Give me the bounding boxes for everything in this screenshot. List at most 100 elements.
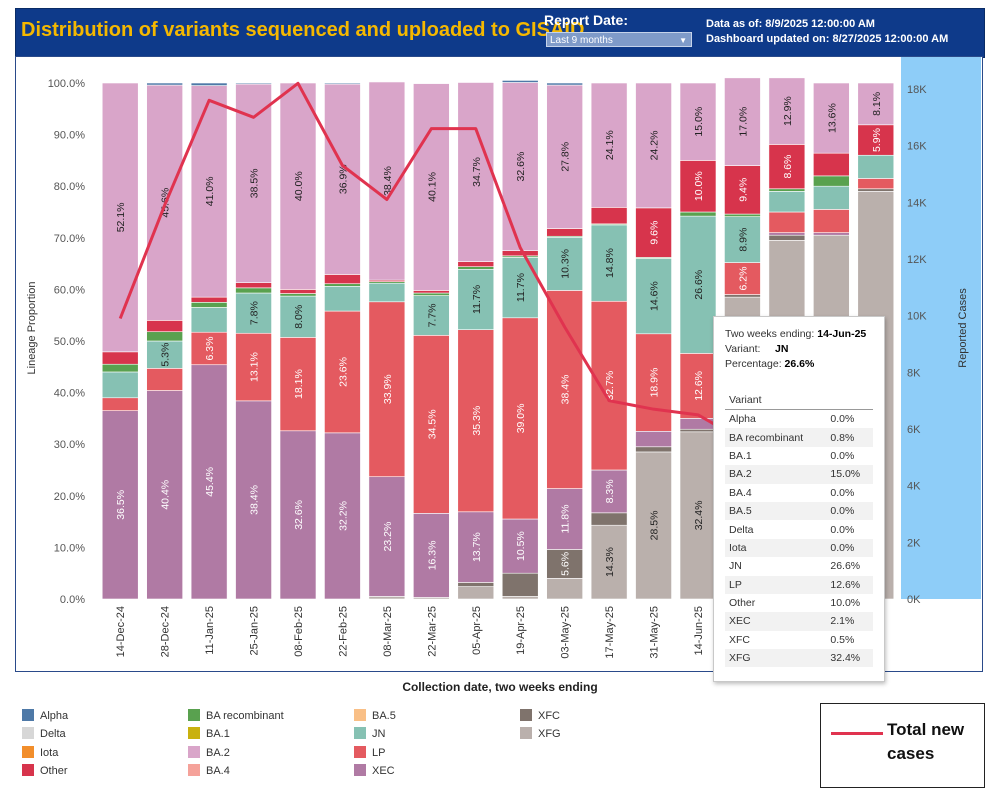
bar-segment-jn[interactable] [857,154,895,179]
bar-segment-ba-2[interactable] [679,82,717,161]
bar-segment-xfc[interactable] [679,428,717,433]
bar-segment-xfg[interactable] [546,578,583,600]
bar-segment-ba-2[interactable] [413,83,450,291]
bar-segment-other[interactable] [413,290,450,294]
bar-segment-jn[interactable] [457,268,495,330]
legend-item-xfg[interactable]: XFG [520,727,561,740]
bar-segment-jn[interactable] [413,295,450,336]
bar-segment-other[interactable] [101,351,139,365]
bar-segment-jn[interactable] [724,216,761,263]
bar-segment-jn[interactable] [235,292,272,334]
bar-segment-lp[interactable] [724,262,761,295]
bar-segment-other[interactable] [724,165,761,215]
legend-item-xfc[interactable]: XFC [520,709,560,722]
bar-segment-jn[interactable] [368,282,406,303]
bar-segment-jn[interactable] [101,371,139,399]
bar-segment-alpha[interactable] [324,82,361,85]
bar-segment-ba-2[interactable] [768,77,806,145]
bar-segment-ba-recombinant[interactable] [413,292,450,296]
bar-segment-ba-recombinant[interactable] [724,213,761,217]
bar-segment-xfc[interactable] [590,512,628,526]
bar-segment-xfg[interactable] [368,596,406,600]
bar-segment-alpha[interactable] [413,82,450,84]
bar-segment-xfc[interactable] [724,294,761,298]
bar-segment-other[interactable] [190,296,228,303]
bar-segment-other[interactable] [146,320,183,333]
bar-segment-xfg[interactable] [501,596,539,600]
bar-segment-ba-2[interactable] [724,77,761,166]
bar-segment-xfc[interactable] [457,582,495,587]
bar-segment-jn[interactable] [279,295,317,338]
bar-segment-xfg[interactable] [679,431,717,600]
bar-segment-xfc[interactable] [635,446,672,453]
bar-segment-ba-2[interactable] [457,82,495,262]
bar-segment-ba-recombinant[interactable] [190,301,228,308]
bar-segment-lp[interactable] [768,211,806,233]
bar-segment-lp[interactable] [146,368,183,391]
bar-segment-lp[interactable] [279,337,317,432]
bar-segment-xec[interactable] [101,410,139,600]
bar-segment-xfc[interactable] [857,188,895,192]
legend-item-delta[interactable]: Delta [22,727,66,740]
legend-item-xec[interactable]: XEC [354,764,395,777]
bar-segment-ba-recombinant[interactable] [279,293,317,297]
bar-segment-alpha[interactable] [501,80,539,83]
bar-segment-alpha[interactable] [146,82,183,86]
bar-segment-xfg[interactable] [457,586,495,600]
bar-segment-ba-2[interactable] [635,82,672,209]
bar-segment-lp[interactable] [190,331,228,366]
report-date-dropdown[interactable]: Last 9 months ▼ [546,32,692,47]
bar-segment-other[interactable] [279,289,317,294]
bar-segment-xec[interactable] [679,418,717,430]
legend-item-ba-4[interactable]: BA.4 [188,764,230,777]
bar-segment-ba-recombinant[interactable] [101,363,139,373]
legend-item-alpha[interactable]: Alpha [22,709,68,722]
bar-segment-ba-2[interactable] [190,85,228,298]
bar-segment-jn[interactable] [635,258,672,335]
legend-item-jn[interactable]: JN [354,727,385,740]
bar-segment-other[interactable] [235,282,272,289]
bar-segment-xec[interactable] [590,469,628,514]
legend-item-ba-recombinant[interactable]: BA recombinant [188,709,284,722]
bar-segment-lp[interactable] [590,300,628,471]
bar-segment-xec[interactable] [235,400,272,600]
legend-item-iota[interactable]: Iota [22,746,58,759]
bar-segment-other[interactable] [501,250,539,257]
bar-segment-lp[interactable] [101,397,139,411]
bar-segment-jn[interactable] [146,340,183,369]
bar-segment-xfg[interactable] [590,524,628,600]
bar-segment-other[interactable] [679,160,717,213]
bar-segment-other[interactable] [635,207,672,258]
legend-item-ba-2[interactable]: BA.2 [188,746,230,759]
bar-segment-lp[interactable] [679,353,717,419]
bar-segment-jn[interactable] [190,307,228,333]
bar-segment-jn[interactable] [679,215,717,354]
bar-segment-ba-recombinant[interactable] [324,283,361,287]
bar-segment-ba-recombinant[interactable] [235,287,272,294]
bar-segment-other[interactable] [857,124,895,156]
bar-segment-xec[interactable] [546,488,583,550]
bar-segment-ba-recombinant[interactable] [813,175,850,187]
bar-segment-ba-recombinant[interactable] [146,331,183,342]
bar-segment-other[interactable] [813,152,850,177]
bar-segment-other[interactable] [457,261,495,267]
bar-segment-xec[interactable] [324,432,361,600]
bar-segment-ba-2[interactable] [857,82,895,126]
bar-segment-ba-2[interactable] [279,82,317,290]
bar-segment-jn[interactable] [324,286,361,312]
bar-segment-jn[interactable] [768,191,806,213]
bar-segment-lp[interactable] [813,209,850,233]
bar-segment-ba-2[interactable] [501,82,539,252]
bar-segment-other[interactable] [546,228,583,237]
bar-segment-xec[interactable] [457,511,495,583]
bar-segment-xec[interactable] [635,430,672,448]
bar-segment-other[interactable] [590,207,628,225]
bar-segment-alpha[interactable] [190,82,228,86]
bar-segment-jn[interactable] [813,185,850,210]
bar-segment-ba-2[interactable] [813,82,850,154]
bar-segment-ba-recombinant[interactable] [457,266,495,270]
bar-segment-xec[interactable] [413,513,450,598]
bar-segment-ba-recombinant[interactable] [768,188,806,192]
bar-segment-xec[interactable] [279,430,317,600]
bar-segment-xec[interactable] [768,232,806,236]
